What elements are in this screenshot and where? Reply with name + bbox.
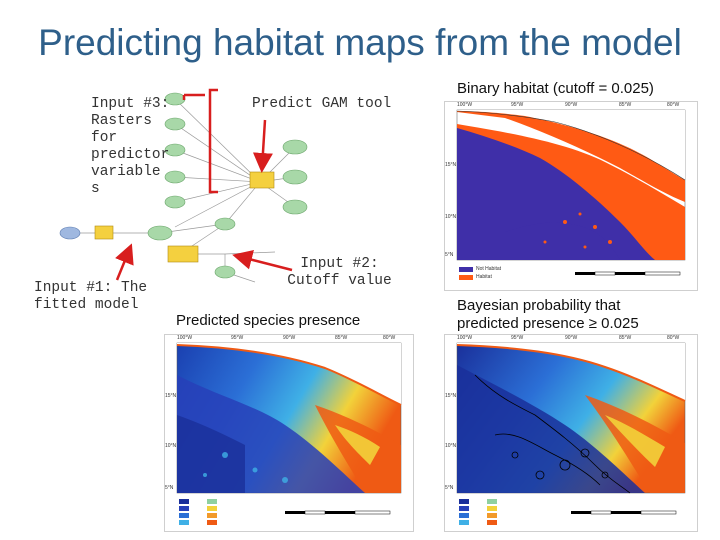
model-node [147, 225, 173, 241]
lat-tick: 10°N [445, 443, 457, 449]
tool-label: Predict GAM tool [252, 96, 392, 112]
lon-tick: 80°W [667, 335, 680, 341]
input1-label: Input #1: The fitted model [34, 280, 148, 313]
lon-tick: 90°W [565, 335, 578, 341]
output-node [282, 139, 308, 155]
bayesian-color-legend [459, 499, 497, 525]
lat-tick: 15°N [165, 393, 177, 399]
lon-tick: 80°W [383, 335, 396, 341]
presence-map-svg [176, 342, 402, 494]
predicted-presence-caption: Predicted species presence [176, 312, 361, 329]
tool-node [94, 225, 114, 240]
raster-node [164, 170, 186, 184]
slide-title: Predicting habitat maps from the model [38, 22, 682, 63]
input2-label: Input #2: Cutoff value [287, 256, 392, 289]
binary-habitat-caption: Binary habitat (cutoff = 0.025) [457, 80, 654, 97]
lat-tick: 5°N [445, 485, 454, 491]
output-node [282, 169, 308, 185]
lon-tick: 90°W [283, 335, 296, 341]
binary-habitat-map: 100°W 95°W 90°W 85°W 80°W 15°N 10°N 5°N … [444, 101, 698, 291]
lat-tick: 5°N [165, 485, 174, 491]
lat-tick: 15°N [445, 393, 457, 399]
lon-tick: 95°W [231, 335, 244, 341]
output-node [214, 265, 236, 279]
land-area [457, 110, 685, 180]
scale-bar [285, 510, 391, 515]
legend-not-habitat: Not Habitat [476, 266, 502, 272]
not-habitat-area [505, 222, 620, 260]
raster-node [164, 195, 186, 209]
binary-map-svg [456, 109, 686, 261]
bayesian-probability-map: 100°W 95°W 90°W 85°W 80°W 15°N 10°N 5°N [444, 334, 698, 532]
lat-tick: 15°N [445, 162, 457, 168]
lon-tick: 95°W [511, 335, 524, 341]
bayesian-map-svg [456, 342, 686, 494]
cutoff-node [214, 217, 236, 231]
lon-tick: 90°W [565, 102, 578, 108]
lon-tick: 100°W [177, 335, 193, 341]
bayesian-caption-line2: predicted presence ≥ 0.025 [457, 315, 639, 332]
predicted-presence-map: 100°W 95°W 90°W 85°W 80°W 15°N 10°N 5°N [164, 334, 414, 532]
bayesian-caption-line1: Bayesian probability that [457, 297, 621, 314]
habitat-swatch [459, 274, 473, 280]
lat-tick: 10°N [165, 443, 177, 449]
scale-bar [575, 271, 681, 276]
not-habitat-area [457, 128, 655, 260]
output-node [282, 199, 308, 215]
scale-bar [571, 510, 677, 515]
not-habitat-swatch [459, 266, 473, 272]
lat-tick: 5°N [445, 252, 454, 258]
lon-tick: 95°W [511, 102, 524, 108]
raster-node [164, 117, 186, 131]
raster-node [164, 143, 186, 157]
input3-label: Input #3: Rasters for predictor variable… [91, 96, 170, 197]
lon-tick: 100°W [457, 102, 473, 108]
presence-color-legend [179, 499, 217, 525]
model-builder-diagram [59, 88, 308, 283]
legend-habitat: Habitat [476, 274, 492, 280]
lon-tick: 85°W [619, 102, 632, 108]
model-file-node [167, 245, 199, 263]
lon-tick: 85°W [619, 335, 632, 341]
data-node [59, 226, 81, 240]
binary-legend: Not Habitat Habitat [459, 266, 501, 280]
input3-bracket [208, 88, 218, 194]
lat-tick: 10°N [445, 214, 457, 220]
lon-tick: 100°W [457, 335, 473, 341]
lon-tick: 85°W [335, 335, 348, 341]
lon-tick: 80°W [667, 102, 680, 108]
